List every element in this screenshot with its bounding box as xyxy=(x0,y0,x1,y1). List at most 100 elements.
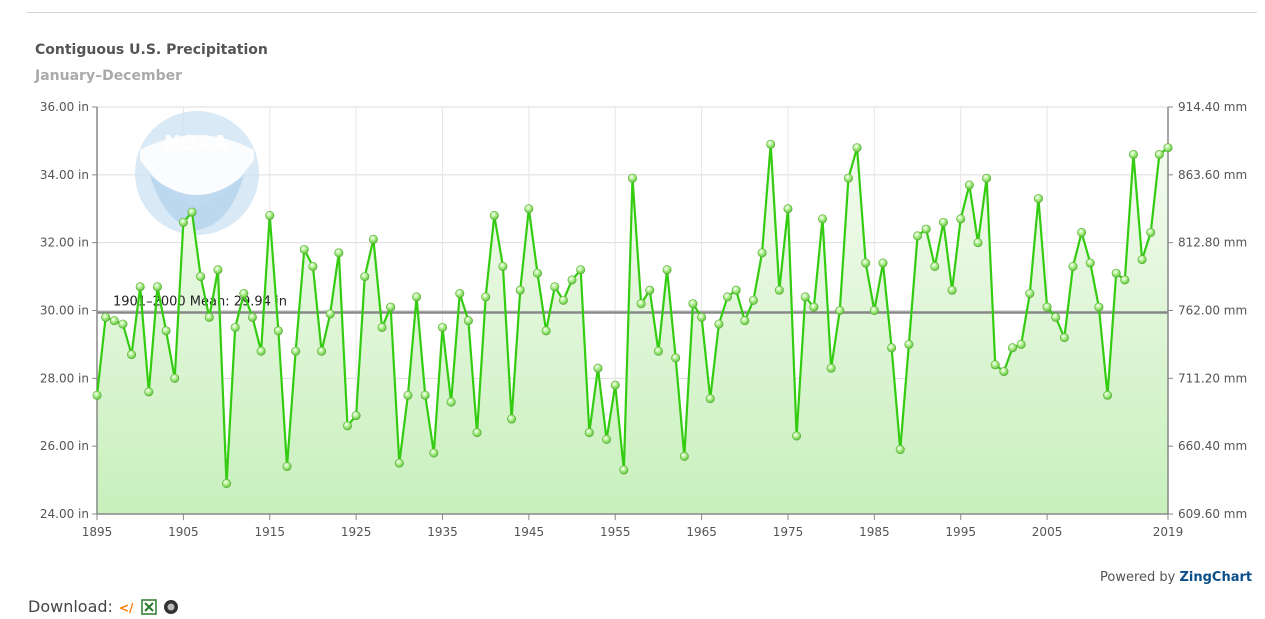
data-point xyxy=(377,322,387,332)
excel-download-icon[interactable] xyxy=(141,598,157,615)
data-point xyxy=(653,346,663,356)
data-point xyxy=(446,397,456,407)
y-tick-label-left: 24.00 in xyxy=(40,507,89,521)
data-point xyxy=(135,282,145,292)
data-point xyxy=(800,292,810,302)
data-point xyxy=(463,316,473,326)
data-point xyxy=(913,231,923,241)
x-tick-label: 1915 xyxy=(254,525,285,539)
data-point xyxy=(291,346,301,356)
data-point xyxy=(783,204,793,214)
data-point xyxy=(472,428,482,438)
area-fill xyxy=(97,144,1168,514)
data-point xyxy=(1154,149,1164,159)
data-point xyxy=(222,478,232,488)
data-point xyxy=(679,451,689,461)
data-point xyxy=(723,292,733,302)
data-point xyxy=(619,465,629,475)
data-point xyxy=(610,380,620,390)
data-point xyxy=(481,292,491,302)
data-point xyxy=(1111,268,1121,278)
x-tick-label: 1985 xyxy=(859,525,890,539)
data-point xyxy=(213,265,223,275)
y-tick-label-right: 762.00 mm xyxy=(1178,304,1247,318)
data-point xyxy=(809,302,819,312)
data-point xyxy=(662,265,672,275)
data-point xyxy=(990,360,1000,370)
data-point xyxy=(671,353,681,363)
data-point xyxy=(325,309,335,319)
data-point xyxy=(1033,194,1043,204)
data-point xyxy=(1016,339,1026,349)
data-point xyxy=(748,295,758,305)
y-tick-label-right: 863.60 mm xyxy=(1178,168,1247,182)
data-point xyxy=(1051,312,1061,322)
data-point xyxy=(1146,227,1156,237)
data-point xyxy=(178,217,188,227)
x-tick-label: 1955 xyxy=(600,525,631,539)
data-point xyxy=(921,224,931,234)
data-point xyxy=(109,316,119,326)
data-point xyxy=(334,248,344,258)
data-point xyxy=(947,285,957,295)
data-point xyxy=(239,289,249,299)
data-point xyxy=(1042,302,1052,312)
y-tick-label-right: 609.60 mm xyxy=(1178,507,1247,521)
data-point xyxy=(455,289,465,299)
x-tick-label: 1995 xyxy=(945,525,976,539)
code-download-icon[interactable]: </> xyxy=(119,599,144,615)
data-point xyxy=(697,312,707,322)
y-tick-label-right: 812.80 mm xyxy=(1178,236,1247,250)
data-point xyxy=(489,211,499,221)
data-point xyxy=(757,248,767,258)
data-point xyxy=(774,285,784,295)
data-point xyxy=(740,316,750,326)
data-point xyxy=(861,258,871,268)
data-point xyxy=(187,207,197,217)
data-point xyxy=(541,326,551,336)
data-point xyxy=(498,261,508,271)
data-point xyxy=(852,143,862,153)
data-point xyxy=(714,319,724,329)
x-tick-label: 1895 xyxy=(82,525,113,539)
data-point xyxy=(818,214,828,224)
y-tick-label-left: 30.00 in xyxy=(40,304,89,318)
data-point xyxy=(930,261,940,271)
data-point xyxy=(152,282,162,292)
powered-by[interactable]: Powered by ZingChart xyxy=(1100,570,1252,585)
data-point xyxy=(705,394,715,404)
y-tick-label-right: 660.40 mm xyxy=(1178,439,1247,453)
data-point xyxy=(412,292,422,302)
data-point xyxy=(1059,333,1069,343)
data-point xyxy=(645,285,655,295)
data-point xyxy=(127,350,137,360)
data-point xyxy=(515,285,525,295)
data-point xyxy=(878,258,888,268)
data-point xyxy=(1085,258,1095,268)
data-point xyxy=(550,282,560,292)
data-point xyxy=(576,265,586,275)
data-point xyxy=(308,261,318,271)
data-point xyxy=(101,312,111,322)
x-tick-label: 1965 xyxy=(686,525,717,539)
data-point xyxy=(567,275,577,285)
data-point xyxy=(982,173,992,183)
data-point xyxy=(299,244,309,254)
data-point xyxy=(843,173,853,183)
y-tick-label-right: 914.40 mm xyxy=(1178,100,1247,114)
image-download-icon[interactable] xyxy=(163,599,179,615)
data-point xyxy=(394,458,404,468)
data-point xyxy=(956,214,966,224)
data-point xyxy=(1068,261,1078,271)
x-tick-label: 1925 xyxy=(341,525,372,539)
top-divider xyxy=(27,12,1257,13)
data-point xyxy=(247,312,257,322)
data-point xyxy=(887,343,897,353)
download-label: Download: xyxy=(28,597,113,616)
data-point xyxy=(627,173,637,183)
data-point xyxy=(1008,343,1018,353)
data-point xyxy=(731,285,741,295)
zingchart-brand[interactable]: ZingChart xyxy=(1179,570,1253,585)
data-point xyxy=(973,238,983,248)
data-point xyxy=(835,305,845,315)
